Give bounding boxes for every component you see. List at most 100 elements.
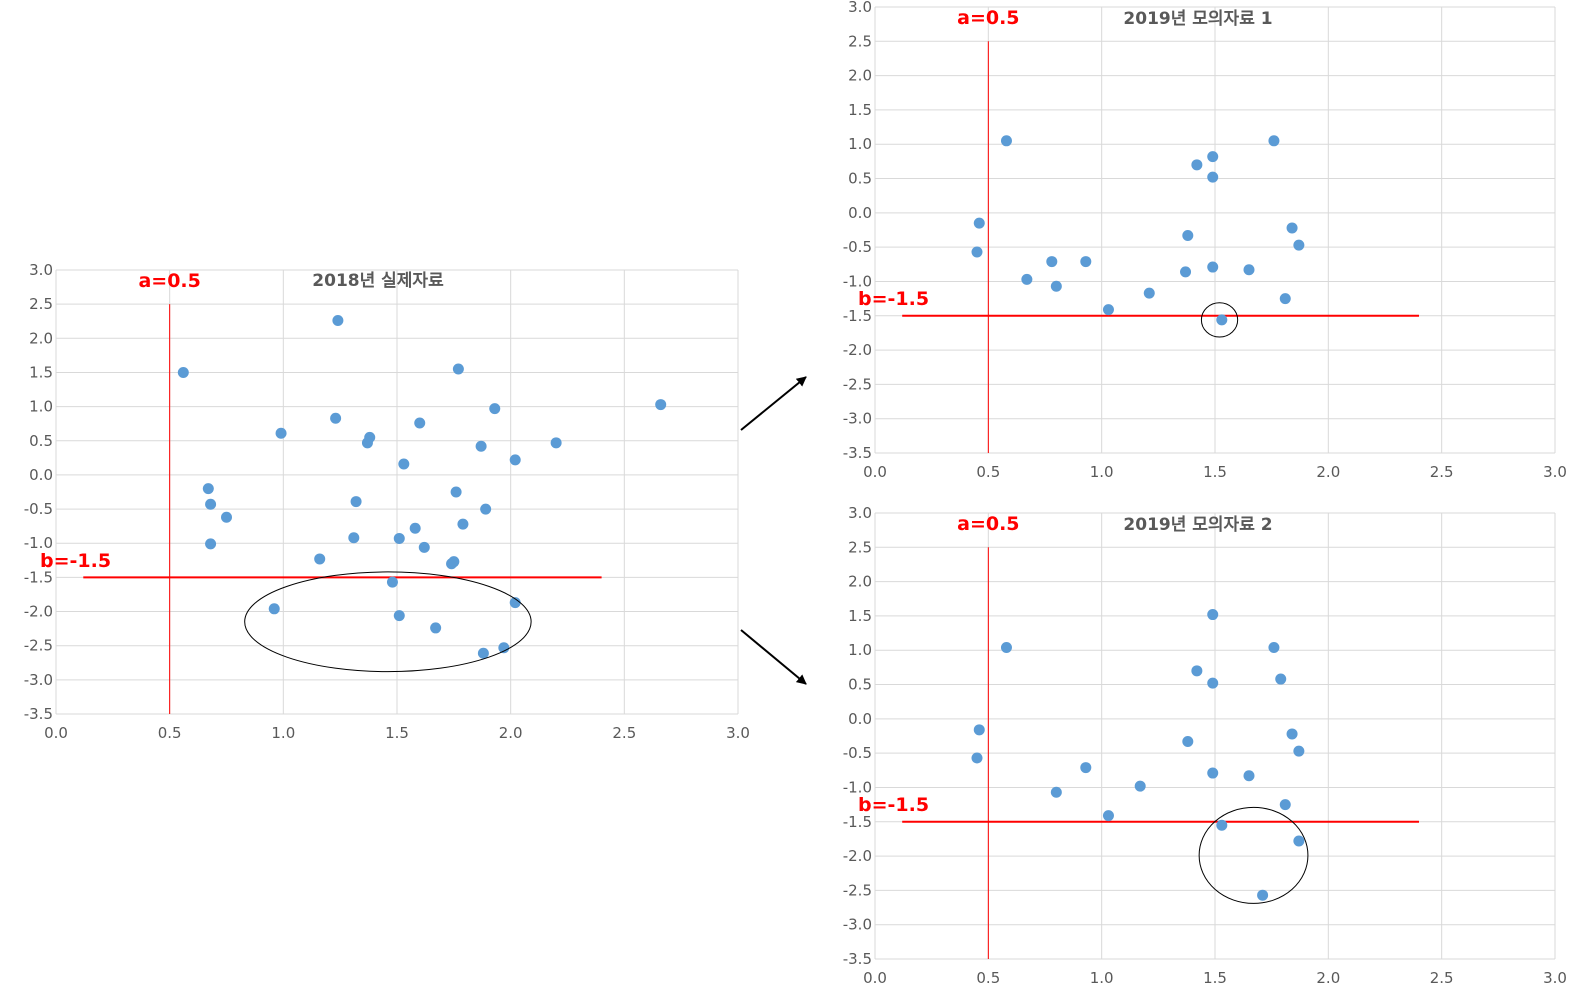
y-tick-label: 1.5: [848, 101, 872, 119]
x-tick-label: 1.5: [1203, 463, 1227, 481]
data-point: [1216, 819, 1228, 831]
data-point: [1134, 780, 1146, 792]
reference-label-b: b=-1.5: [40, 550, 111, 572]
y-tick-label: 3.0: [848, 0, 872, 16]
data-point: [332, 315, 344, 327]
reference-label-b: b=-1.5: [858, 794, 929, 816]
data-point: [268, 603, 280, 615]
data-point: [973, 217, 985, 229]
data-point: [1216, 314, 1228, 326]
data-point: [1021, 273, 1033, 285]
data-point: [393, 610, 405, 622]
y-tick-label: 0.0: [848, 710, 872, 728]
data-point: [393, 532, 405, 544]
chart-title: 2019년 모의자료 2: [1123, 515, 1272, 535]
y-tick-label: -1.0: [843, 272, 872, 290]
data-point: [1000, 135, 1012, 147]
data-point: [1102, 810, 1114, 822]
data-point: [361, 437, 373, 449]
y-tick-label: 2.5: [848, 32, 872, 50]
y-tick-label: 2.0: [29, 329, 53, 347]
highlight-ellipse: [1198, 806, 1309, 904]
data-point: [1243, 770, 1255, 782]
data-point: [1275, 673, 1287, 685]
y-tick-label: 3.0: [848, 504, 872, 522]
data-point: [1182, 229, 1194, 241]
data-point: [1257, 889, 1269, 901]
arrow-to-sim1-icon: [740, 376, 807, 431]
data-point: [202, 483, 214, 495]
data-point: [457, 518, 469, 530]
data-point: [477, 647, 489, 659]
data-point: [414, 417, 426, 429]
reference-label-a: a=0.5: [957, 7, 1019, 29]
y-tick-label: -1.0: [843, 778, 872, 796]
y-tick-label: -1.5: [24, 568, 53, 586]
data-point: [409, 522, 421, 534]
y-tick-label: 2.0: [848, 67, 872, 85]
x-tick-label: 1.0: [1090, 463, 1114, 481]
y-tick-label: -1.0: [24, 534, 53, 552]
data-point: [509, 454, 521, 466]
chart-title: 2018년 실제자료: [312, 271, 444, 291]
x-tick-label: 1.5: [385, 724, 409, 742]
y-tick-label: 0.0: [848, 204, 872, 222]
data-point: [1207, 261, 1219, 273]
data-point: [1143, 287, 1155, 299]
y-tick-label: 0.5: [848, 676, 872, 694]
scatter-chart-2018: 0.0 0.5 1.0 1.5 2.0 2.5 3.0 3.0 2.5 2.0 1.5 1.0 0.5…: [24, 261, 750, 742]
y-tick-label: 2.5: [29, 295, 53, 313]
data-point: [314, 553, 326, 565]
highlight-ellipse: [244, 571, 532, 673]
y-tick-label: 1.0: [848, 641, 872, 659]
data-point: [221, 511, 232, 523]
y-tick-label: 1.0: [29, 398, 53, 416]
y-tick-label: -3.0: [24, 671, 53, 689]
data-point: [475, 440, 487, 452]
y-tick-label: -3.0: [843, 410, 872, 428]
data-point: [1207, 609, 1219, 621]
data-point: [205, 498, 217, 510]
y-tick-label: -2.5: [24, 637, 53, 655]
y-tick-label: -2.5: [843, 375, 872, 393]
data-point: [1191, 665, 1203, 677]
y-tick-label: 0.5: [29, 432, 53, 450]
data-point: [509, 597, 521, 609]
data-point: [1293, 745, 1305, 757]
y-tick-label: 0.5: [848, 170, 872, 188]
y-tick-label: -0.5: [24, 500, 53, 518]
y-tick-label: -3.5: [24, 705, 53, 723]
scatter-chart-2019-sim1: 0.0 0.5 1.0 1.5 2.0 2.5 3.0 3.0 2.5 2.0 1.5 1.0 0.5…: [843, 0, 1567, 481]
data-point: [1080, 256, 1092, 268]
data-point: [1279, 293, 1291, 305]
data-point: [1050, 786, 1062, 798]
y-tick-label: 1.5: [848, 607, 872, 625]
data-point: [1046, 256, 1058, 268]
data-point: [1207, 151, 1219, 163]
highlight-ellipse: [1200, 302, 1239, 338]
x-tick-label: 1.5: [1203, 969, 1227, 987]
data-point: [480, 503, 492, 515]
y-tick-label: -3.0: [843, 916, 872, 934]
data-point: [498, 642, 510, 654]
y-tick-label: -3.5: [843, 950, 872, 968]
data-point: [1286, 728, 1298, 740]
y-tick-label: -3.5: [843, 444, 872, 462]
data-point: [348, 532, 360, 544]
arrow-to-sim2-icon: [740, 629, 807, 685]
x-tick-label: 0.0: [863, 463, 887, 481]
x-tick-label: 2.0: [1316, 463, 1340, 481]
x-tick-label: 0.0: [44, 724, 68, 742]
data-point: [446, 558, 458, 570]
data-point: [1268, 135, 1280, 147]
data-point: [275, 427, 287, 439]
data-point: [418, 541, 430, 553]
y-tick-label: 1.0: [848, 135, 872, 153]
y-tick-label: -2.5: [843, 881, 872, 899]
data-point: [1050, 280, 1062, 292]
x-tick-label: 3.0: [1543, 463, 1567, 481]
data-point: [1293, 835, 1305, 847]
y-tick-label: -0.5: [843, 744, 872, 762]
data-point: [430, 622, 442, 634]
